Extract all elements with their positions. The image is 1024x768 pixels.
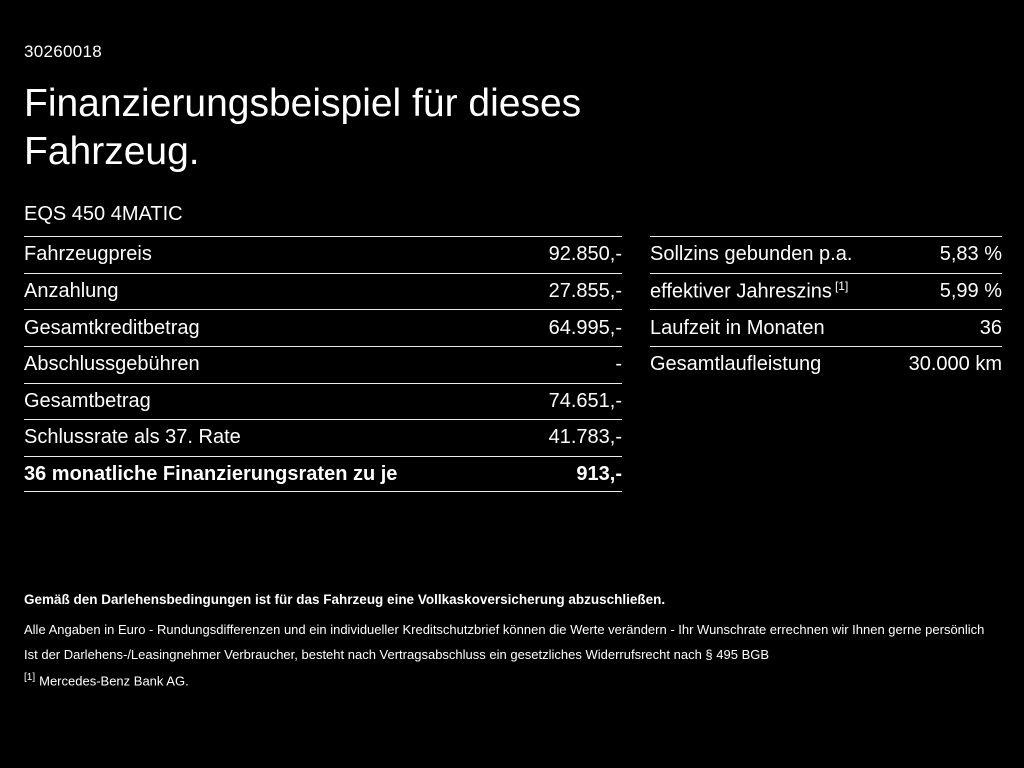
table-row: Gesamtlaufleistung 30.000 km [650,345,1002,383]
row-label: Laufzeit in Monaten [650,316,825,339]
row-value: 30.000 km [908,353,1002,376]
table-row: effektiver Jahreszins [1] 5,99 % [650,272,1002,310]
row-value: 27.855,- [548,280,622,303]
row-label: Anzahlung [24,280,119,303]
footnote-reference: [1] [834,279,849,294]
financing-tables: Fahrzeugpreis 92.850,- Anzahlung 27.855,… [24,236,1002,493]
table-row: Schlussrate als 37. Rate 41.783,- [24,419,622,456]
row-label: Schlussrate als 37. Rate [24,426,241,449]
footnote-text: Mercedes-Benz Bank AG. [39,673,189,689]
table-row: Laufzeit in Monaten 36 [650,309,1002,346]
table-row: Fahrzeugpreis 92.850,- [24,236,622,273]
row-label: Gesamtlaufleistung [650,353,822,376]
row-value: 92.850,- [548,243,622,266]
table-row: Sollzins gebunden p.a. 5,83 % [650,236,1002,273]
table-row: Gesamtbetrag 74.651,- [24,382,622,420]
table-row: Abschlussgebühren - [24,345,622,383]
row-value: 74.651,- [548,389,622,412]
row-label: Gesamtbetrag [24,389,151,412]
row-label: Sollzins gebunden p.a. [650,243,853,266]
disclaimer-line-2: Ist der Darlehens-/Leasingnehmer Verbrau… [24,647,770,662]
row-value: 5,99 % [939,280,1002,303]
table-row-monthly-rate: 36 monatliche Finanzierungsraten zu je 9… [24,455,622,493]
footnote: [1] Mercedes-Benz Bank AG. [24,672,1002,688]
disclaimer-line-1: Alle Angaben in Euro - Rundungsdifferenz… [24,622,985,637]
vehicle-model: EQS 450 4MATIC [24,203,183,226]
row-label: Abschlussgebühren [24,353,200,376]
financing-conditions-table: Sollzins gebunden p.a. 5,83 % effektiver… [650,236,1002,382]
row-value: - [615,353,622,376]
document-number: 30260018 [24,42,103,61]
row-value: 41.783,- [548,426,622,449]
insurance-note: Gemäß den Darlehensbedingungen ist für d… [24,592,666,607]
footnote-marker: [1] [24,672,36,683]
row-value: 36 [979,316,1002,339]
row-value: 913,- [576,462,622,485]
row-label-text: effektiver Jahreszins [650,280,832,303]
table-row: Anzahlung 27.855,- [24,272,622,310]
legal-footer: Gemäß den Darlehensbedingungen ist für d… [24,592,1002,688]
row-label: Fahrzeugpreis [24,243,152,266]
table-row: Gesamtkreditbetrag 64.995,- [24,309,622,346]
financing-amounts-table: Fahrzeugpreis 92.850,- Anzahlung 27.855,… [24,236,622,493]
row-label: 36 monatliche Finanzierungsraten zu je [24,462,398,485]
row-value: 64.995,- [548,316,622,339]
row-value: 5,83 % [939,243,1002,266]
row-label: Gesamtkreditbetrag [24,316,200,339]
page-title: Finanzierungsbeispiel für dieses Fahrzeu… [24,82,582,173]
row-label: effektiver Jahreszins [1] [650,279,848,304]
